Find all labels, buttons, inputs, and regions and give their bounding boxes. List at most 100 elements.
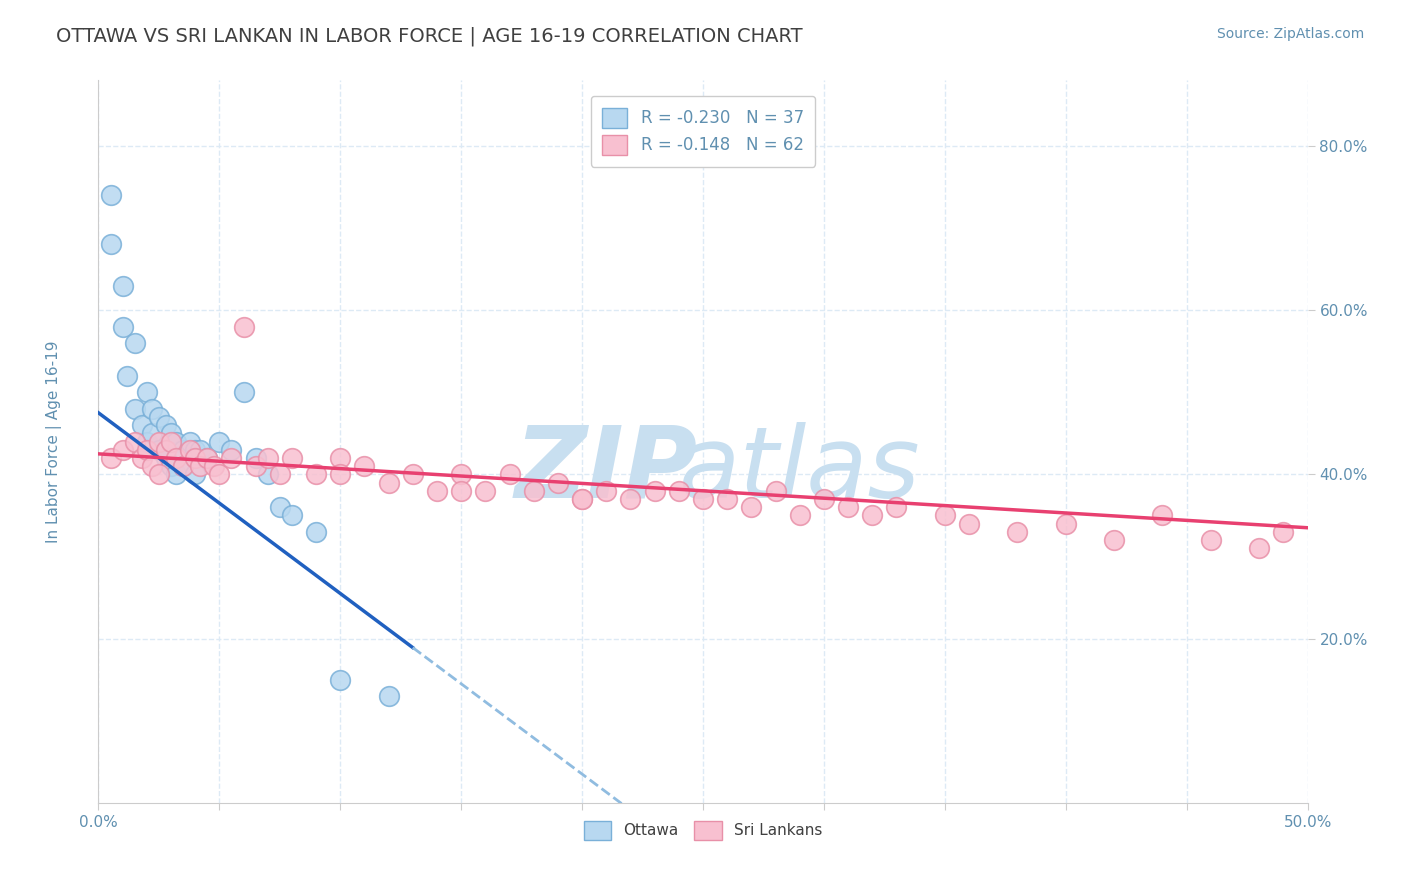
Point xyxy=(256,467,278,482)
Point xyxy=(837,500,859,515)
Point xyxy=(135,385,157,400)
Point xyxy=(353,459,375,474)
Point xyxy=(165,467,187,482)
Point xyxy=(148,409,170,424)
Point xyxy=(1102,533,1125,547)
Point xyxy=(547,475,569,490)
Point xyxy=(256,450,278,465)
Point xyxy=(571,491,593,506)
Point xyxy=(644,483,666,498)
Point xyxy=(111,278,134,293)
Point xyxy=(305,524,328,539)
Point xyxy=(1054,516,1077,531)
Point xyxy=(131,418,153,433)
Point xyxy=(141,401,163,416)
Point xyxy=(172,459,194,474)
Point xyxy=(1272,524,1295,539)
Point xyxy=(450,467,472,482)
Point xyxy=(402,467,425,482)
Point xyxy=(179,442,201,457)
Legend: Ottawa, Sri Lankans: Ottawa, Sri Lankans xyxy=(578,815,828,846)
Point xyxy=(716,491,738,506)
Point xyxy=(135,442,157,457)
Point xyxy=(860,508,883,523)
Point xyxy=(740,500,762,515)
Point xyxy=(111,442,134,457)
Point xyxy=(281,508,304,523)
Point xyxy=(141,459,163,474)
Point xyxy=(221,450,243,465)
Point xyxy=(668,483,690,498)
Point xyxy=(269,467,291,482)
Point xyxy=(172,442,194,457)
Point xyxy=(426,483,449,498)
Point xyxy=(188,442,211,457)
Point xyxy=(329,673,352,687)
Point xyxy=(329,467,352,482)
Point xyxy=(188,459,211,474)
Point xyxy=(1152,508,1174,523)
Text: Source: ZipAtlas.com: Source: ZipAtlas.com xyxy=(1216,27,1364,41)
Point xyxy=(281,450,304,465)
Point xyxy=(329,450,352,465)
Point xyxy=(474,483,496,498)
Y-axis label: In Labor Force | Age 16-19: In Labor Force | Age 16-19 xyxy=(46,340,62,543)
Point xyxy=(195,450,218,465)
Point xyxy=(208,467,231,482)
Point xyxy=(148,467,170,482)
Text: atlas: atlas xyxy=(679,422,921,519)
Point xyxy=(789,508,811,523)
Text: ZIP: ZIP xyxy=(515,422,697,519)
Point xyxy=(184,450,207,465)
Point xyxy=(765,483,787,498)
Point xyxy=(692,491,714,506)
Point xyxy=(498,467,520,482)
Point xyxy=(245,459,267,474)
Point xyxy=(124,401,146,416)
Point xyxy=(1007,524,1029,539)
Point xyxy=(204,459,226,474)
Point xyxy=(957,516,980,531)
Point xyxy=(124,434,146,449)
Point xyxy=(100,450,122,465)
Point xyxy=(155,442,177,457)
Point xyxy=(269,500,291,515)
Point xyxy=(208,434,231,449)
Point xyxy=(179,434,201,449)
Point xyxy=(131,450,153,465)
Point xyxy=(450,483,472,498)
Point xyxy=(100,237,122,252)
Point xyxy=(135,434,157,449)
Point xyxy=(184,467,207,482)
Point xyxy=(305,467,328,482)
Point xyxy=(377,475,399,490)
Point xyxy=(232,319,254,334)
Point xyxy=(148,442,170,457)
Point xyxy=(934,508,956,523)
Point xyxy=(111,319,134,334)
Point xyxy=(100,188,122,202)
Point xyxy=(155,450,177,465)
Point xyxy=(1199,533,1222,547)
Point xyxy=(886,500,908,515)
Point xyxy=(155,418,177,433)
Point xyxy=(141,426,163,441)
Point xyxy=(184,442,207,457)
Point xyxy=(619,491,641,506)
Point xyxy=(195,450,218,465)
Point xyxy=(148,434,170,449)
Point xyxy=(160,434,183,449)
Point xyxy=(813,491,835,506)
Point xyxy=(523,483,546,498)
Point xyxy=(172,459,194,474)
Point xyxy=(1249,541,1271,556)
Point xyxy=(571,491,593,506)
Text: OTTAWA VS SRI LANKAN IN LABOR FORCE | AGE 16-19 CORRELATION CHART: OTTAWA VS SRI LANKAN IN LABOR FORCE | AG… xyxy=(56,27,803,46)
Point xyxy=(221,442,243,457)
Point xyxy=(160,426,183,441)
Point xyxy=(124,336,146,351)
Point xyxy=(232,385,254,400)
Point xyxy=(160,459,183,474)
Point xyxy=(117,368,139,383)
Point xyxy=(377,689,399,703)
